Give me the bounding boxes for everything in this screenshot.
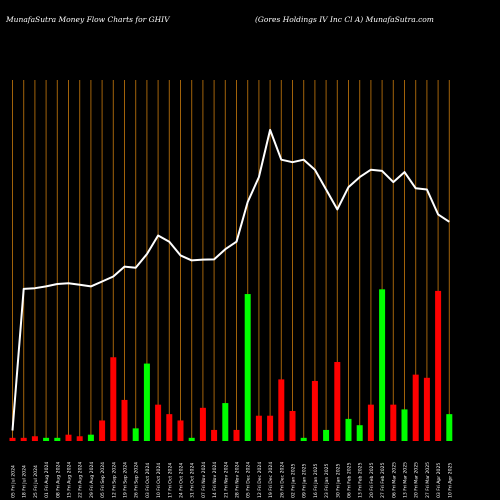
money-flow-bar — [110, 357, 117, 441]
money-flow-bar — [345, 418, 352, 441]
money-flow-bar — [390, 404, 397, 441]
price-line — [11, 128, 450, 431]
money-flow-bar — [9, 437, 16, 441]
money-flow-bar — [188, 437, 195, 441]
money-flow-bar — [423, 377, 430, 441]
x-tick-label: 25 Fri Jul 2024 — [33, 465, 39, 498]
money-flow-bar — [356, 425, 363, 441]
money-flow-bar — [99, 420, 106, 441]
x-tick-label: 30 Fri Jan 2025 — [335, 463, 341, 498]
money-flow-bar — [379, 289, 386, 441]
money-flow-bar — [222, 403, 229, 441]
price-line-layer — [11, 128, 450, 431]
money-flow-bar — [401, 409, 408, 441]
money-flow-bar — [412, 374, 419, 441]
x-tick-label: 26 Fri Dec 2024 — [279, 462, 285, 498]
x-tick-label: 10 Fri Oct 2024 — [156, 463, 162, 498]
x-tick-label: 03 Fri Oct 2024 — [145, 463, 151, 498]
x-tick-label: 08 Fri Aug 2024 — [55, 462, 61, 498]
money-flow-bar — [43, 437, 50, 441]
x-tick-label: 19 Fri Sep 2024 — [123, 462, 129, 498]
x-tick-label: 13 Fri Feb 2025 — [358, 462, 364, 498]
money-flow-bar — [166, 414, 173, 441]
money-flow-bar — [289, 410, 296, 441]
money-flow-bar — [233, 429, 240, 441]
x-tick-label: 12 Fri Dec 2024 — [257, 462, 263, 498]
x-tick-label: 13 Fri Mar 2025 — [403, 462, 409, 498]
x-tick-label: 15 Fri Aug 2024 — [67, 462, 73, 498]
x-tick-label: 05 Fri Dec 2024 — [246, 462, 252, 498]
money-flow-bar — [211, 429, 218, 441]
chart-title: MunafaSutra Money Flow Charts for GHIV — [6, 15, 170, 24]
x-tick-label: 26 Fri Sep 2024 — [134, 462, 140, 498]
x-tick-label: 27 Fri Feb 2025 — [380, 462, 386, 498]
x-tick-label: 05 Fri Sep 2024 — [100, 462, 106, 498]
money-flow-bar — [132, 428, 139, 441]
x-tick-label: 31 Fri Oct 2024 — [190, 463, 196, 498]
x-tick-label: 06 Fri Mar 2025 — [391, 462, 397, 498]
money-flow-bars — [9, 289, 453, 441]
x-tick-label: 10 Fri Apr 2025 — [447, 463, 453, 498]
x-tick-label: 23 Fri Jan 2025 — [324, 463, 330, 498]
money-flow-bar — [54, 437, 61, 441]
money-flow-bar — [31, 436, 38, 441]
money-flow-bar — [143, 363, 150, 441]
money-flow-bar — [311, 380, 318, 441]
money-flow-bar — [446, 414, 453, 441]
money-flow-bar — [76, 436, 83, 441]
x-tick-label: 01 Fri Aug 2024 — [44, 462, 50, 498]
x-tick-label: 17 Fri Oct 2024 — [167, 463, 173, 498]
x-tick-label: 29 Fri Aug 2024 — [89, 462, 95, 498]
x-tick-labels: 05 Fri Jul 2024 18 Fri Jul 2024 25 Fri Jul… — [11, 462, 454, 498]
x-tick-label: 28 Fri Nov 2024 — [235, 462, 241, 498]
money-flow-bar — [244, 294, 251, 441]
x-tick-label: 02 Fri Jan 2025 — [291, 463, 297, 498]
x-tick-label: 06 Fri Feb 2025 — [347, 462, 353, 498]
money-flow-bar — [121, 399, 128, 441]
x-tick-label: 24 Fri Oct 2024 — [179, 463, 185, 498]
money-flow-bar — [65, 434, 72, 441]
money-flow-bar — [267, 415, 274, 441]
x-tick-label: 19 Fri Dec 2024 — [268, 462, 274, 498]
money-flow-bar — [199, 407, 206, 441]
x-tick-label: 09 Fri Jan 2025 — [302, 463, 308, 498]
money-flow-bar — [300, 437, 307, 441]
money-flow-bar — [177, 420, 184, 441]
x-tick-label: 14 Fri Nov 2024 — [212, 462, 218, 498]
x-tick-label: 05 Fri Jul 2024 — [11, 465, 17, 498]
money-flow-bar — [278, 379, 285, 441]
money-flow-bar — [367, 404, 374, 441]
x-tick-label: 07 Fri Nov 2024 — [201, 462, 207, 498]
x-tick-label: 27 Fri Mar 2025 — [425, 462, 431, 498]
x-tick-label: 22 Fri Aug 2024 — [78, 462, 84, 498]
x-tick-label: 18 Fri Jul 2024 — [22, 465, 28, 498]
x-tick-label: 16 Fri Jan 2025 — [313, 463, 319, 498]
x-tick-label: 21 Fri Nov 2024 — [223, 462, 229, 498]
money-flow-bar — [20, 437, 27, 441]
money-flow-bar — [334, 362, 341, 441]
money-flow-bar — [435, 290, 442, 441]
money-flow-bar — [87, 434, 94, 441]
money-flow-bar — [255, 415, 262, 441]
money-flow-bar — [155, 404, 162, 441]
money-flow-bar — [323, 429, 330, 441]
chart-subtitle: (Gores Holdings IV Inc Cl A) MunafaSutra… — [255, 15, 434, 24]
x-tick-label: 12 Fri Sep 2024 — [111, 462, 117, 498]
x-tick-label: 03 Fri Apr 2025 — [436, 463, 442, 498]
x-tick-label: 20 Fri Feb 2025 — [369, 462, 375, 498]
x-tick-label: 20 Fri Mar 2025 — [414, 462, 420, 498]
